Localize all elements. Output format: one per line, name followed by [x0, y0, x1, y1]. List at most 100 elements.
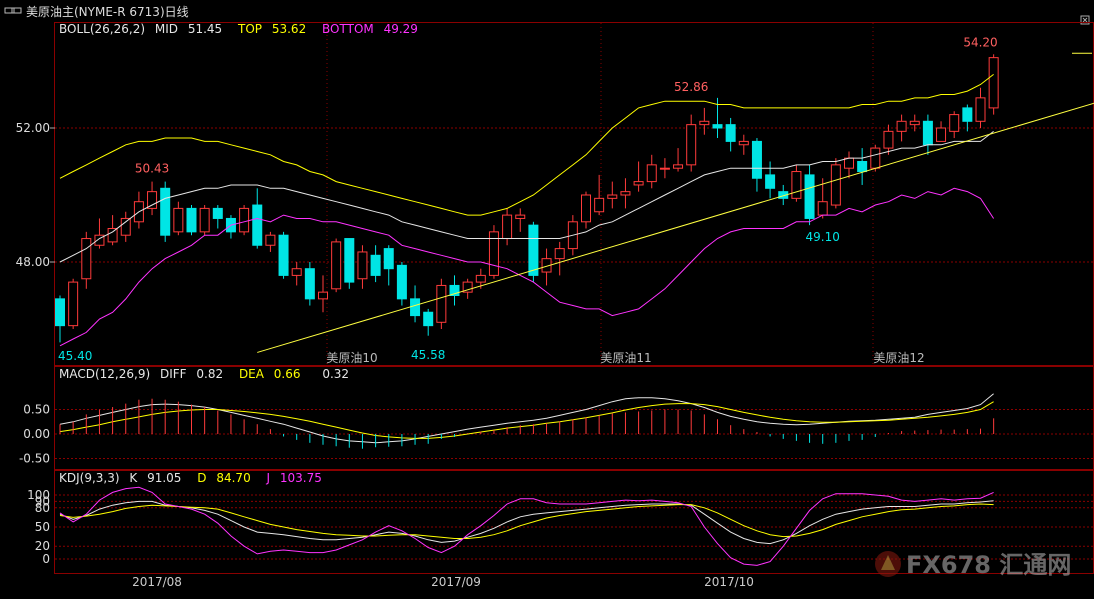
- candle-body: [988, 57, 999, 109]
- candle-body: [81, 238, 92, 280]
- candle-body: [791, 171, 802, 199]
- candle-body: [212, 207, 223, 219]
- candle-body: [370, 254, 381, 276]
- window-icon[interactable]: [4, 7, 22, 14]
- candle-body: [659, 167, 670, 170]
- boll-top-line: [59, 74, 994, 216]
- candle-body: [528, 224, 539, 276]
- boll-top-label: TOP: [237, 22, 262, 36]
- candle-body: [160, 187, 171, 236]
- candle-body: [712, 124, 723, 129]
- candle-body: [633, 181, 644, 186]
- grid-lines: [55, 23, 1093, 560]
- candle-body: [646, 164, 657, 183]
- candle-body: [844, 157, 854, 169]
- candle-body: [607, 194, 618, 199]
- kdj-tick-label: 90: [35, 494, 50, 508]
- macd-diff-value: 0.82: [196, 367, 223, 381]
- candle-body: [278, 234, 289, 276]
- candle-body: [765, 174, 776, 189]
- candle-body: [581, 194, 591, 223]
- price-annotations: 50.43 45.58 52.86 49.10 54.20 45.40: [58, 35, 998, 363]
- contract-labels: 美原油10 美原油11 美原油12: [326, 351, 924, 365]
- candle-body: [817, 201, 828, 216]
- candle-body: [620, 191, 631, 196]
- candle-body: [239, 207, 250, 233]
- kdj-k-value: 91.05: [147, 471, 181, 485]
- candle-body: [199, 207, 210, 233]
- macd-tick-label: 0.00: [23, 427, 50, 441]
- candle-body: [423, 311, 434, 327]
- candlestick-series: [55, 54, 999, 343]
- kdj-tick-label: 50: [35, 520, 50, 534]
- candle-body: [410, 298, 421, 317]
- candle-body: [107, 228, 118, 243]
- kdj-name: KDJ(9,3,3): [59, 471, 120, 485]
- candle-body: [396, 264, 407, 300]
- candle-body: [896, 120, 907, 132]
- price-tick-label: 52.00: [16, 121, 50, 135]
- candle-body: [870, 147, 881, 169]
- candle-body: [975, 97, 986, 122]
- candle-body: [68, 281, 79, 327]
- candle-body: [725, 124, 736, 142]
- boll-top-value: 53.62: [272, 22, 306, 36]
- x-tick-label: 2017/08: [132, 575, 182, 589]
- macd-dea-value: 0.66: [274, 367, 301, 381]
- candle-body: [436, 284, 447, 323]
- candle-body: [475, 274, 486, 283]
- macd-histogram: [59, 398, 995, 449]
- candle-body: [383, 248, 394, 270]
- macd-diff-label: DIFF: [160, 367, 187, 381]
- window-close-icon-line: [1082, 17, 1088, 23]
- macd-diff-line: [59, 393, 994, 444]
- candle-body: [186, 207, 197, 233]
- price-annotation: 45.58: [411, 348, 445, 362]
- candle-body: [751, 140, 762, 179]
- kdj-tick-label: 20: [35, 539, 50, 553]
- kdj-j-label: J: [266, 471, 271, 485]
- candle-body: [673, 164, 684, 169]
- boll-mid-line: [59, 131, 994, 263]
- contract-label: 美原油12: [873, 351, 924, 365]
- candle-body: [252, 204, 263, 246]
- candle-body: [922, 120, 933, 146]
- macd-header: MACD(12,26,9) DIFF 0.82 DEA 0.66 0.32: [59, 367, 349, 381]
- kdj-tick-label: 0: [42, 552, 50, 566]
- price-annotation: 52.86: [674, 80, 708, 94]
- macd-tick-label: -0.50: [19, 452, 50, 466]
- macd-panel-frame: [54, 366, 1094, 470]
- price-tick-label: 48.00: [16, 255, 50, 269]
- window-close-icon[interactable]: [1080, 15, 1090, 25]
- candle-body: [265, 234, 276, 246]
- macd-dea-line: [59, 401, 994, 439]
- candle-body: [331, 241, 342, 290]
- clipped-annotation: 45.40: [58, 349, 92, 363]
- candle-body: [699, 120, 710, 126]
- candle-body: [515, 214, 526, 219]
- candle-body: [554, 248, 565, 260]
- candle-body: [488, 231, 499, 276]
- kdj-tick-label: 100: [27, 488, 50, 502]
- contract-label: 美原油11: [600, 351, 651, 365]
- macd-tick-label: 0.50: [23, 403, 50, 417]
- macd-value: 0.32: [322, 367, 349, 381]
- kdj-d-label: D: [197, 471, 206, 485]
- price-annotation: 49.10: [806, 230, 840, 244]
- kdj-k-label: K: [129, 471, 138, 485]
- candle-body: [936, 127, 947, 142]
- candle-body: [344, 238, 355, 283]
- x-tick-label: 2017/09: [431, 575, 481, 589]
- title-bar: [0, 0, 1094, 22]
- kdj-header: KDJ(9,3,3) K 91.05 D 84.70 J 103.75: [59, 471, 322, 485]
- candle-body: [857, 161, 868, 173]
- macd-dea-label: DEA: [239, 367, 265, 381]
- boll-mid-value: 51.45: [188, 22, 222, 36]
- kdj-j-line: [59, 486, 994, 566]
- boll-bottom-label: BOTTOM: [322, 22, 374, 36]
- candle-body: [147, 191, 158, 209]
- kdj-k-line: [59, 500, 994, 545]
- candle-body: [173, 207, 184, 233]
